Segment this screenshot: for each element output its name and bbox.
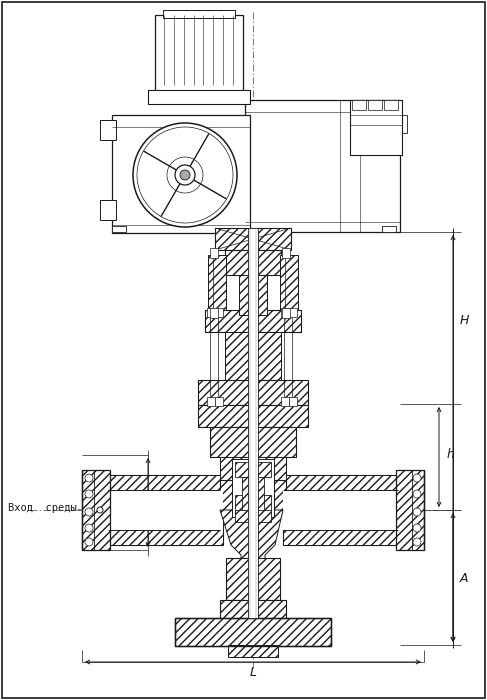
Bar [280, 255, 298, 310]
Circle shape [175, 165, 195, 185]
Circle shape [413, 474, 421, 482]
Bar [210, 427, 296, 457]
Bar [226, 558, 280, 600]
Bar [282, 308, 290, 318]
Circle shape [85, 538, 93, 546]
Bar [248, 228, 258, 618]
Bar [215, 397, 223, 406]
Bar [220, 457, 286, 482]
Bar [225, 332, 281, 384]
Bar [350, 100, 402, 155]
Bar [281, 308, 289, 317]
Bar [112, 115, 250, 233]
Polygon shape [220, 510, 283, 560]
Bar [283, 475, 398, 545]
Text: H: H [460, 314, 469, 326]
Bar [228, 645, 278, 657]
Text: A: A [460, 571, 468, 584]
Circle shape [85, 490, 93, 498]
Bar [100, 200, 116, 220]
Circle shape [413, 524, 421, 532]
Text: L: L [249, 666, 257, 678]
Bar [175, 618, 331, 646]
Bar [352, 100, 366, 110]
Bar [368, 100, 382, 110]
Bar [215, 228, 291, 250]
Bar [235, 510, 271, 522]
Circle shape [85, 508, 93, 516]
Bar [396, 470, 424, 550]
Text: Вход  среды: Вход среды [8, 503, 77, 513]
Circle shape [413, 490, 421, 498]
Bar [283, 475, 398, 545]
Bar [282, 248, 290, 258]
Bar [175, 618, 331, 646]
Bar [289, 397, 297, 406]
Circle shape [85, 524, 93, 532]
Circle shape [133, 123, 237, 227]
Bar [215, 308, 223, 317]
Bar [198, 380, 308, 405]
Bar [210, 248, 218, 258]
Bar [108, 475, 223, 545]
Bar [220, 600, 286, 620]
Bar [242, 477, 264, 512]
Text: h: h [447, 449, 455, 461]
Bar [225, 250, 281, 275]
Bar [283, 490, 398, 530]
Bar [281, 397, 289, 406]
Bar [198, 405, 308, 427]
Bar [108, 490, 223, 530]
Circle shape [413, 538, 421, 546]
Bar [207, 308, 215, 317]
Bar [100, 120, 116, 140]
Bar [235, 462, 271, 477]
Bar [395, 115, 407, 133]
Bar [205, 310, 301, 332]
Bar [155, 15, 243, 95]
Circle shape [413, 508, 421, 516]
Bar [232, 459, 274, 517]
Circle shape [85, 474, 93, 482]
Bar [220, 480, 286, 510]
Bar [163, 10, 235, 18]
Bar [208, 255, 226, 310]
Bar [210, 308, 218, 318]
Bar [289, 308, 297, 317]
Circle shape [180, 170, 190, 180]
Bar [245, 100, 400, 232]
Bar [148, 90, 250, 104]
Text: D: D [133, 497, 142, 507]
Bar [384, 100, 398, 110]
Bar [207, 397, 215, 406]
Bar [108, 475, 223, 545]
Bar [235, 495, 271, 515]
Circle shape [97, 507, 103, 513]
Bar [82, 470, 110, 550]
Bar [239, 275, 267, 315]
Bar [112, 226, 126, 232]
Bar [382, 226, 396, 232]
